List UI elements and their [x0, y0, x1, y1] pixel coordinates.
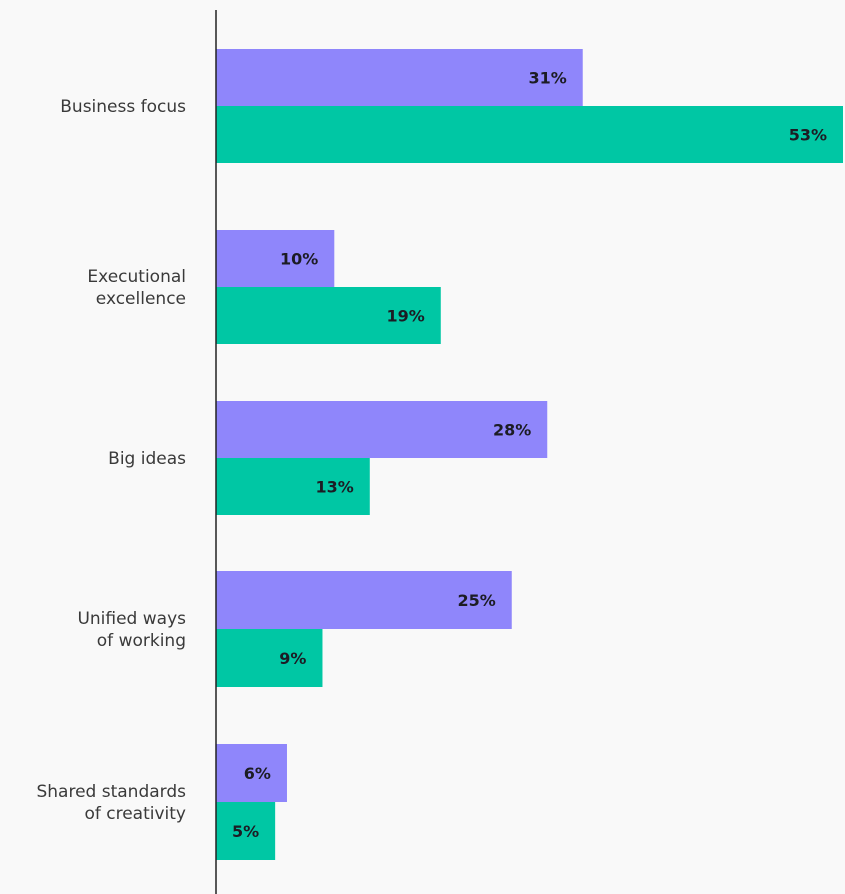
bar-series1-5 [216, 744, 287, 802]
value-label-series1-5: 6% [244, 764, 271, 783]
value-label-series2-3: 13% [315, 478, 353, 497]
category-label-3-line-1: Big ideas [108, 449, 186, 469]
bar-series2-5 [216, 802, 276, 860]
value-label-series2-4: 9% [279, 649, 306, 668]
bar-series1-4 [216, 571, 512, 629]
value-label-series2-2: 19% [386, 307, 424, 326]
bar-series2-1 [216, 106, 843, 163]
value-label-series2-5: 5% [232, 822, 259, 841]
category-label-1-line-1: Business focus [60, 97, 186, 117]
bars-group [216, 49, 843, 860]
bar-series1-2 [216, 230, 335, 287]
category-label-2-line-2: excellence [96, 289, 186, 309]
value-label-series1-4: 25% [457, 591, 495, 610]
value-label-series2-1: 53% [789, 126, 827, 145]
value-label-series1-3: 28% [493, 421, 531, 440]
bar-series2-3 [216, 458, 370, 515]
bar-series2-4 [216, 629, 323, 687]
value-label-series1-2: 10% [280, 250, 318, 269]
bar-series1-3 [216, 401, 548, 458]
category-label-5-line-1: Shared standards [36, 782, 186, 802]
bar-series1-1 [216, 49, 583, 106]
category-label-4-line-2: of working [97, 631, 186, 651]
value-labels-group: 31% 53% 10% 19% 28% 13% 25% 9% 6% 5% [232, 69, 827, 842]
category-label-5-line-2: of creativity [84, 804, 186, 824]
category-label-4-line-1: Unified ways [77, 609, 186, 629]
category-label-2-line-1: Executional [87, 267, 186, 287]
value-label-series1-1: 31% [528, 69, 566, 88]
bar-series2-2 [216, 287, 441, 344]
